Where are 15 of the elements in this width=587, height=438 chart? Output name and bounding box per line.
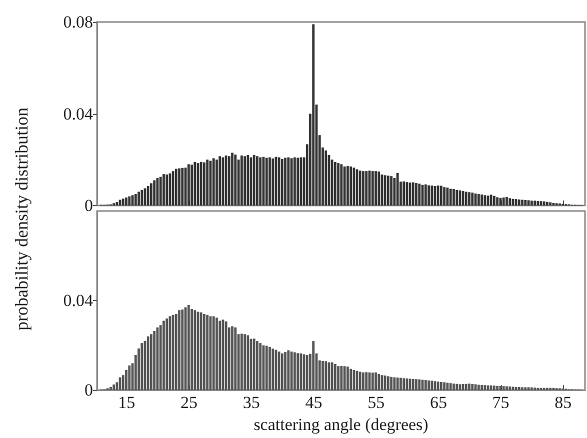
y-tick-label: 0.04 [63, 104, 94, 124]
y-tick-label: 0 [84, 380, 93, 400]
x-tick-label: 75 [492, 393, 510, 412]
x-tick-label: 25 [180, 393, 198, 412]
x-tick-label: 15 [118, 393, 136, 412]
x-tick-label: 55 [368, 393, 385, 412]
y-tick-label: 0 [84, 196, 93, 215]
y-tick-label: 0.04 [63, 291, 94, 310]
x-tick-label: 35 [242, 393, 260, 412]
y-axis-title: probability density distribution [12, 108, 32, 330]
x-axis-title: scattering angle (degrees) [254, 415, 428, 434]
y-tick-label: 0.08 [63, 12, 93, 32]
x-tick-label: 85 [554, 393, 572, 412]
x-tick-label: 65 [430, 393, 447, 412]
x-tick-label: 45 [305, 393, 322, 412]
